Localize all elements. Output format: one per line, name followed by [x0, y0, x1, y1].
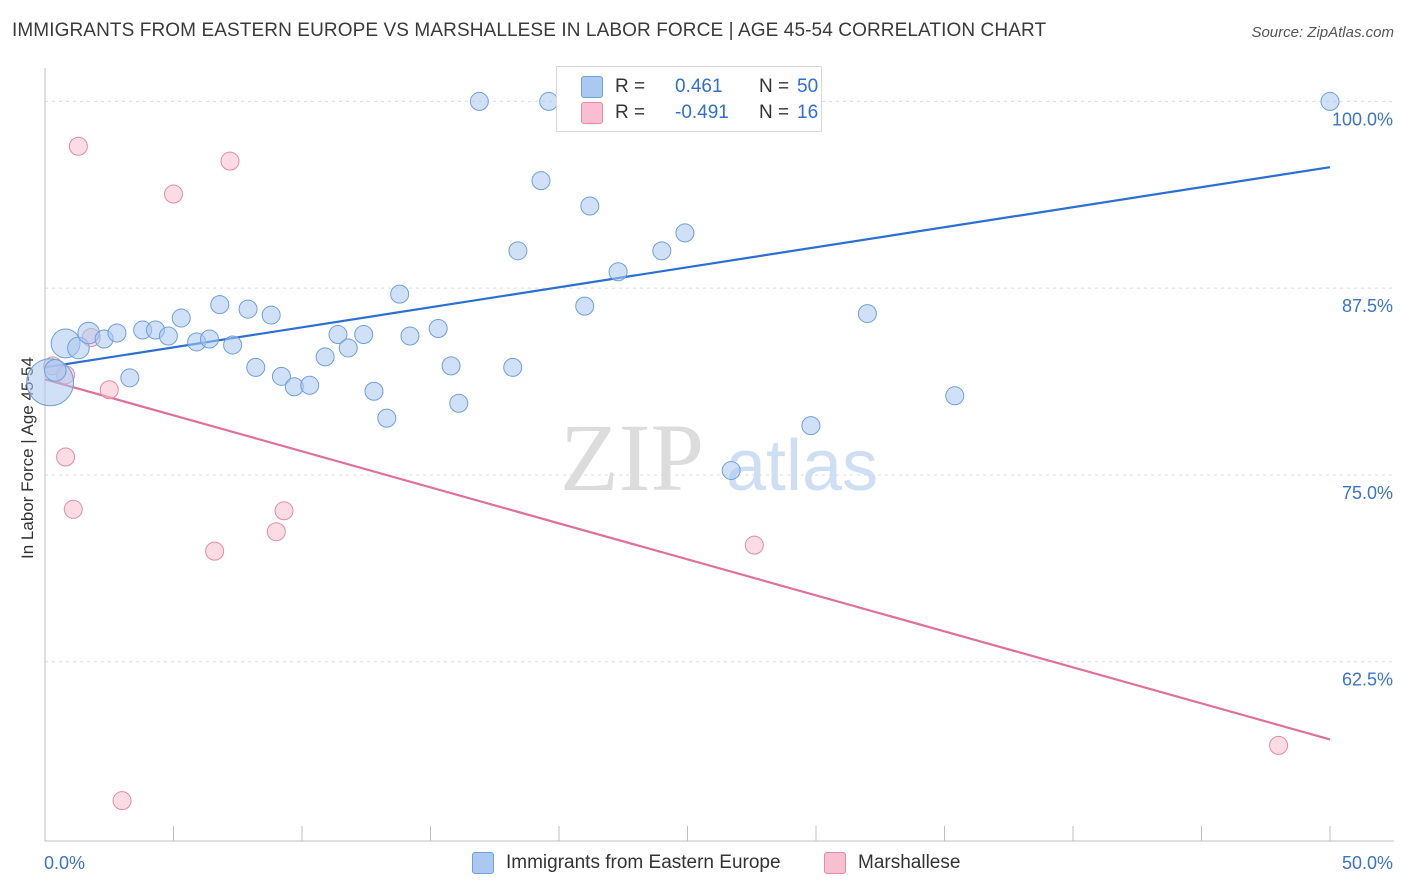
trend-lines — [44, 166, 1331, 741]
point-eastern-europe — [449, 393, 469, 413]
point-eastern-europe — [158, 326, 178, 346]
point-marshallese — [266, 522, 286, 542]
legend-n-label: N = — [759, 76, 790, 97]
point-marshallese — [99, 380, 119, 400]
point-eastern-europe — [328, 324, 348, 344]
watermark-atlas: atlas — [726, 426, 878, 506]
bottom-legend-item-marshallese: Marshallese — [824, 852, 960, 874]
point-marshallese — [164, 184, 183, 204]
point-eastern-europe — [608, 262, 628, 282]
point-eastern-europe — [199, 329, 219, 349]
point-eastern-europe — [441, 356, 461, 376]
point-eastern-europe — [469, 91, 489, 111]
watermark-zip: ZIP — [560, 404, 704, 511]
point-eastern-europe — [675, 223, 695, 243]
point-eastern-europe — [246, 357, 266, 377]
point-eastern-europe — [261, 305, 281, 325]
legend-n-value: 16 — [797, 102, 819, 123]
axes — [44, 68, 1394, 842]
point-eastern-europe — [120, 368, 140, 388]
point-marshallese — [274, 501, 294, 521]
x-tick-label: 0.0% — [44, 853, 85, 873]
trend-line-eastern-europe — [44, 166, 1331, 369]
point-eastern-europe — [945, 386, 965, 406]
point-eastern-europe — [315, 347, 335, 367]
bottom-legend-label: Immigrants from Eastern Europe — [506, 852, 781, 873]
point-eastern-europe — [210, 295, 230, 315]
legend-n-label: N = — [759, 102, 790, 123]
point-eastern-europe — [531, 171, 551, 191]
point-eastern-europe — [652, 241, 672, 261]
point-eastern-europe — [580, 196, 600, 216]
legend-n-value: 50 — [797, 76, 819, 97]
point-eastern-europe — [338, 338, 358, 358]
legend-swatch-blue — [581, 76, 603, 98]
point-marshallese — [205, 541, 225, 561]
y-tick-label: 62.5% — [1342, 670, 1393, 690]
point-eastern-europe — [107, 323, 127, 343]
legend-r-label: R = — [615, 76, 646, 97]
legend-r-value: 0.461 — [675, 76, 723, 97]
point-eastern-europe — [43, 359, 67, 382]
point-eastern-europe — [390, 284, 410, 304]
source-credit: Source: ZipAtlas.com — [1251, 24, 1394, 41]
bottom-legend-swatch-blue — [472, 852, 494, 874]
point-eastern-europe — [857, 304, 877, 324]
tick-labels: 100.0% 87.5% 75.0% 62.5% 0.0% 50.0% — [44, 109, 1393, 873]
legend-swatch-pink — [581, 102, 603, 124]
bottom-legend-item-eastern-europe: Immigrants from Eastern Europe — [472, 852, 781, 874]
point-eastern-europe — [801, 416, 821, 436]
gridlines — [45, 100, 1394, 663]
point-eastern-europe — [721, 460, 741, 480]
legend-r-value: -0.491 — [675, 102, 729, 123]
legend-r-label: R = — [615, 102, 646, 123]
point-eastern-europe — [271, 366, 291, 386]
y-tick-label: 75.0% — [1342, 483, 1393, 503]
point-eastern-europe — [354, 324, 374, 344]
point-marshallese — [68, 136, 88, 156]
x-tick-label: 50.0% — [1342, 853, 1393, 873]
point-eastern-europe — [223, 335, 243, 355]
y-tick-label: 100.0% — [1332, 109, 1393, 129]
watermark: ZIP atlas — [560, 404, 878, 511]
point-eastern-europe — [238, 299, 258, 319]
point-marshallese — [63, 499, 83, 519]
point-marshallese — [220, 151, 240, 171]
point-eastern-europe — [508, 241, 528, 261]
point-eastern-europe — [377, 408, 397, 428]
point-eastern-europe — [171, 308, 191, 328]
point-marshallese — [744, 535, 764, 555]
point-eastern-europe — [300, 375, 320, 395]
point-marshallese — [112, 791, 132, 811]
point-eastern-europe — [1320, 91, 1340, 111]
bottom-legend-swatch-pink — [824, 852, 846, 874]
point-marshallese — [56, 447, 76, 467]
point-eastern-europe — [428, 319, 448, 339]
point-eastern-europe — [400, 326, 420, 346]
correlation-legend: R = 0.461 N = 50 R = -0.491 N = 16 — [556, 66, 822, 132]
chart-title: IMMIGRANTS FROM EASTERN EUROPE VS MARSHA… — [12, 20, 1047, 41]
bottom-legend-label: Marshallese — [858, 852, 961, 873]
point-eastern-europe — [503, 357, 523, 377]
point-marshallese — [1269, 735, 1289, 755]
y-tick-label: 87.5% — [1342, 296, 1393, 316]
point-eastern-europe — [575, 296, 595, 316]
point-eastern-europe — [364, 381, 384, 401]
trend-line-marshallese — [44, 378, 1331, 741]
data-points — [26, 91, 1340, 811]
